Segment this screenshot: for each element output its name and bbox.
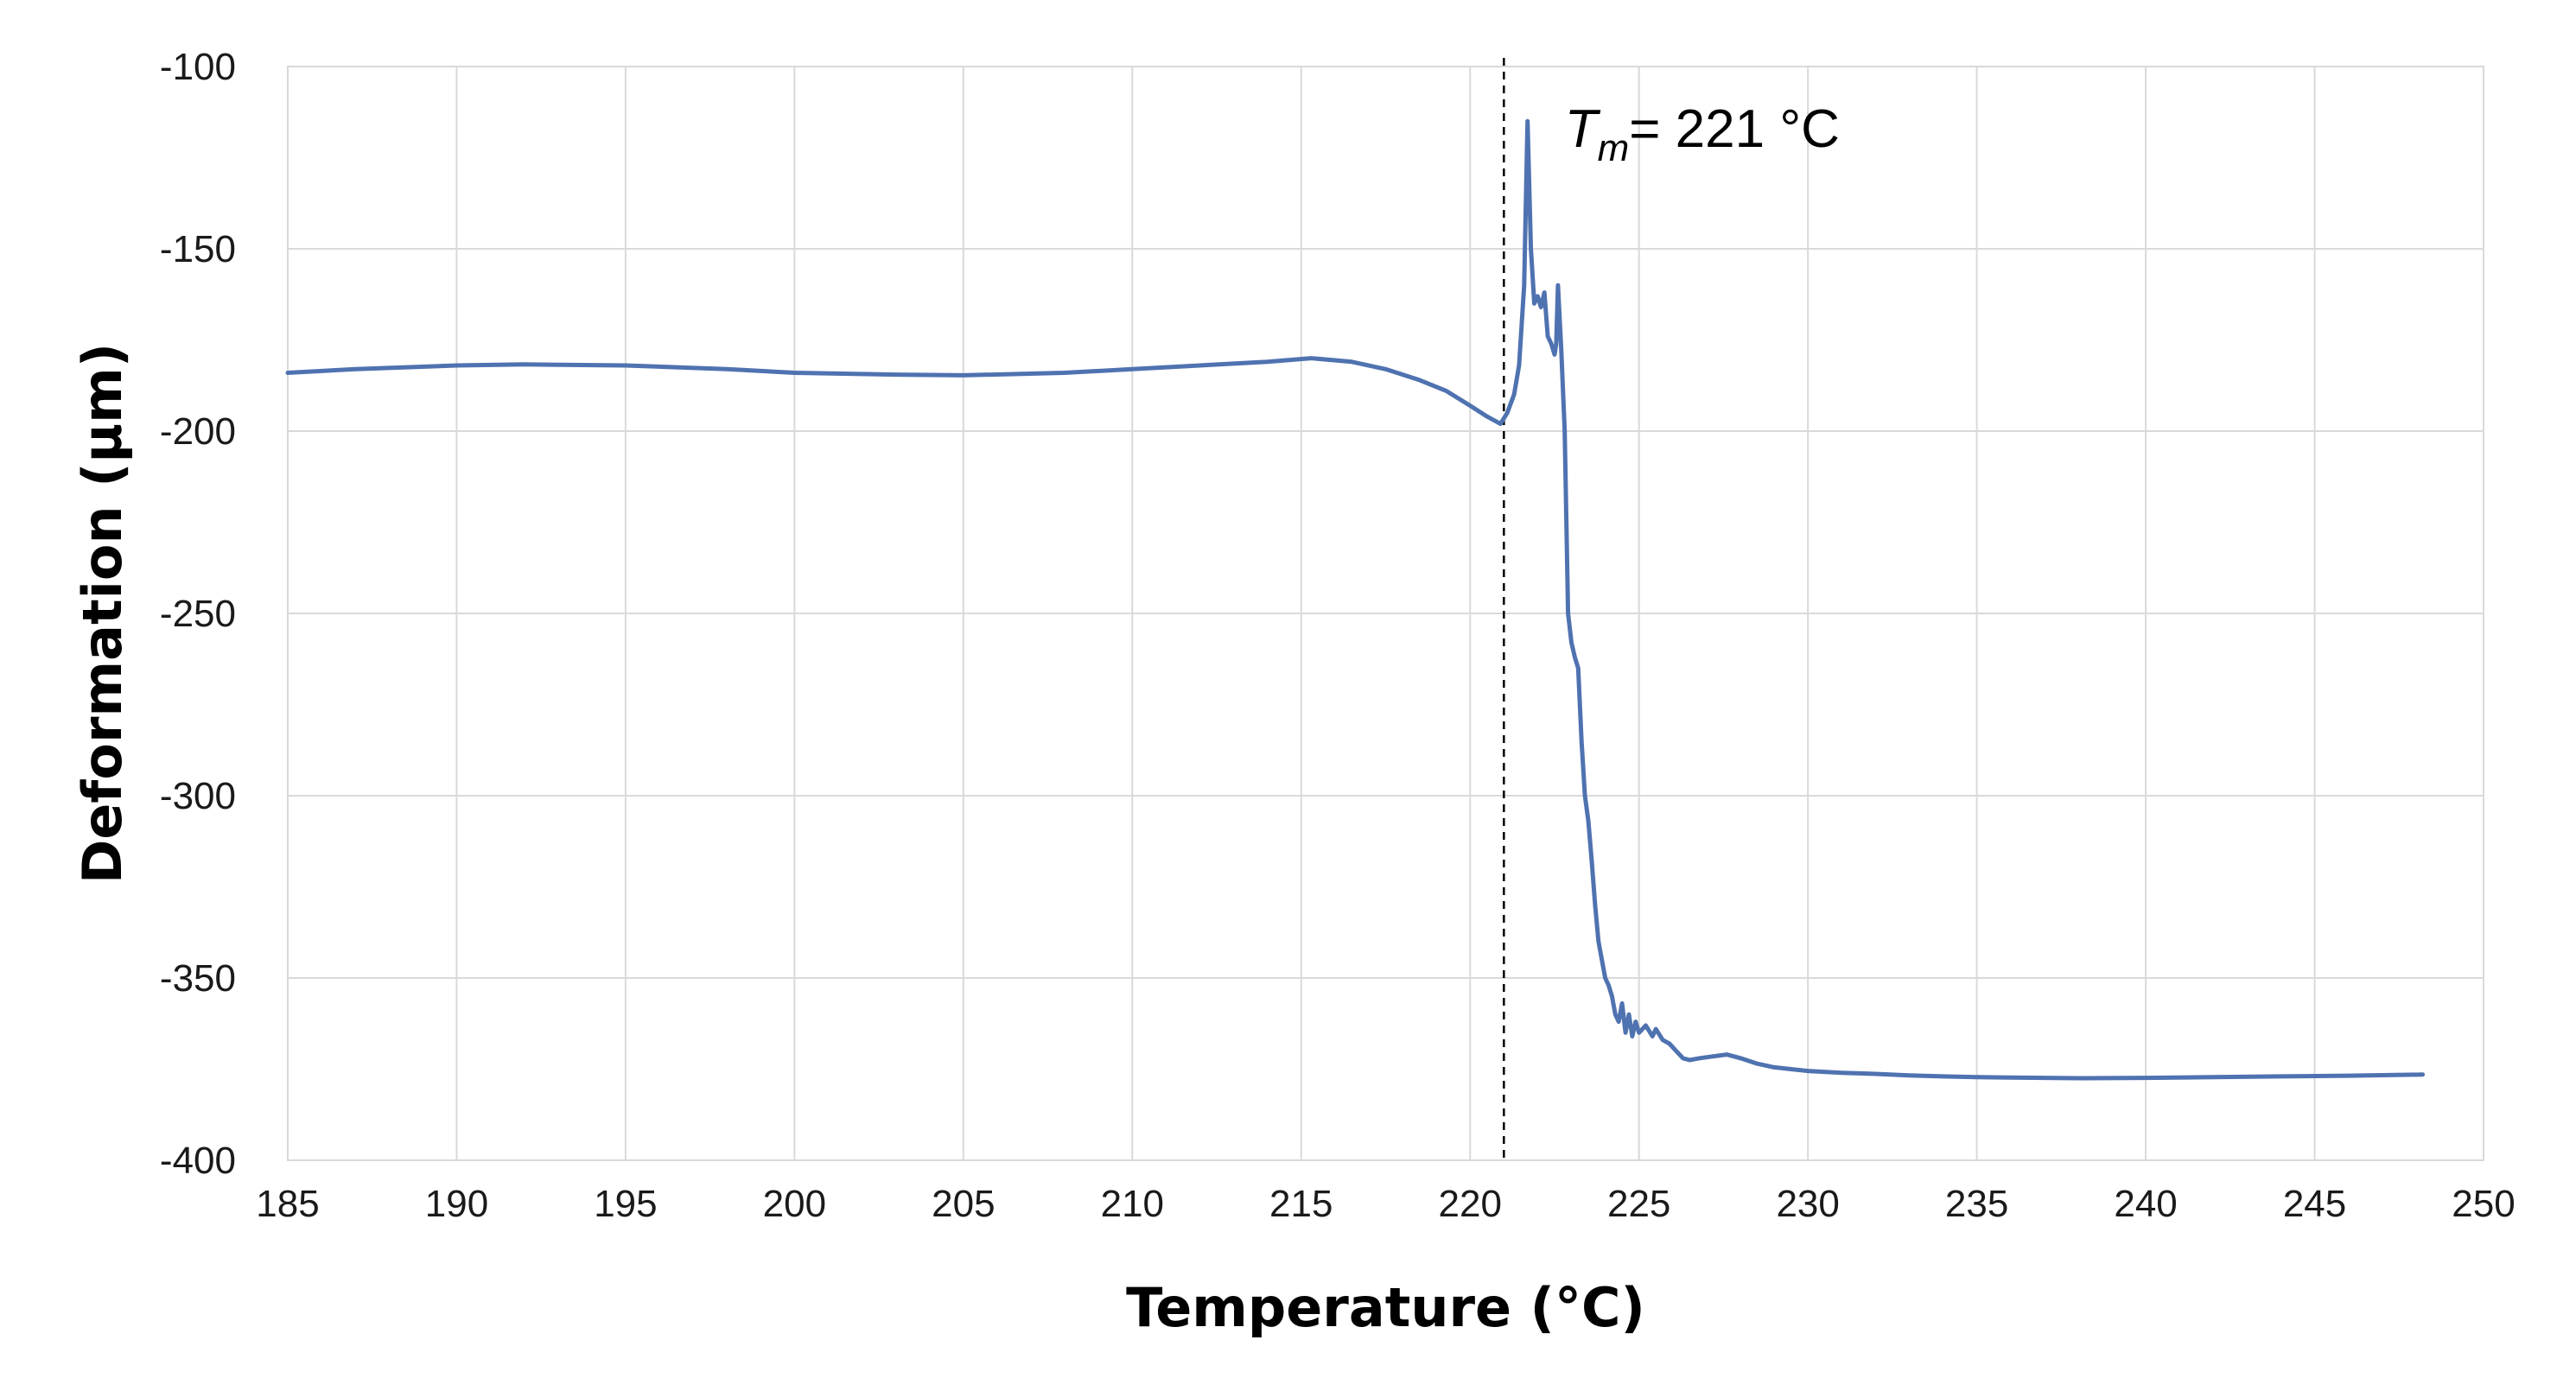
annotation-subscript: m bbox=[1598, 127, 1630, 169]
x-tick-label: 190 bbox=[425, 1183, 488, 1225]
series-deformation-line bbox=[285, 118, 2426, 1081]
x-axis-ticks: 185 190 195 200 205 210 215 220 225 230 235 240 245 2… bbox=[256, 1183, 2515, 1225]
x-tick-label: 210 bbox=[1101, 1183, 1164, 1225]
x-tick-label: 240 bbox=[2114, 1183, 2177, 1225]
x-tick-label: 230 bbox=[1776, 1183, 1839, 1225]
annotation-value: = 221 °C bbox=[1629, 99, 1840, 159]
x-tick-label: 215 bbox=[1269, 1183, 1333, 1225]
annotation-symbol: T bbox=[1565, 99, 1601, 159]
melting-point-annotation: Tm= 221 °C bbox=[1565, 99, 1840, 169]
y-tick-label: -100 bbox=[160, 46, 236, 88]
x-tick-label: 235 bbox=[1945, 1183, 2008, 1225]
x-tick-label: 200 bbox=[763, 1183, 826, 1225]
x-tick-label: 245 bbox=[2283, 1183, 2346, 1225]
x-tick-label: 220 bbox=[1439, 1183, 1502, 1225]
y-tick-label: -200 bbox=[160, 410, 236, 453]
x-tick-label: 205 bbox=[932, 1183, 995, 1225]
y-axis-ticks: -100 -150 -200 -250 -300 -350 -400 bbox=[160, 46, 236, 1182]
y-tick-label: -300 bbox=[160, 775, 236, 817]
x-tick-label: 250 bbox=[2452, 1183, 2515, 1225]
y-axis-title: Deformation (µm) bbox=[71, 343, 134, 884]
grid bbox=[287, 66, 2484, 1161]
y-tick-label: -350 bbox=[160, 957, 236, 1000]
x-tick-label: 225 bbox=[1607, 1183, 1670, 1225]
x-tick-label: 185 bbox=[256, 1183, 319, 1225]
x-axis-title: Temperature (°C) bbox=[1126, 1276, 1645, 1339]
plot-area-border bbox=[287, 66, 2484, 1161]
y-tick-label: -150 bbox=[160, 228, 236, 270]
x-tick-label: 195 bbox=[594, 1183, 657, 1225]
y-tick-label: -250 bbox=[160, 593, 236, 635]
y-tick-label: -400 bbox=[160, 1140, 236, 1182]
